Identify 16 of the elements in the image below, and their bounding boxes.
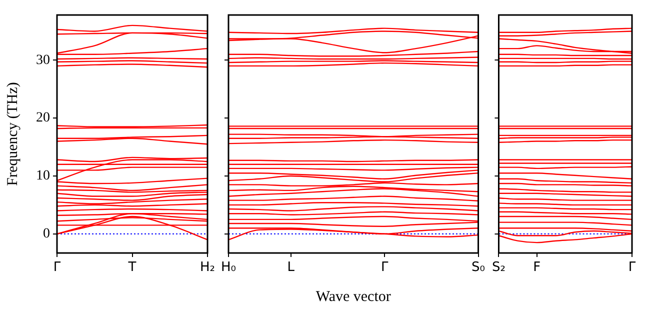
y-axis-title: Frequency (THz) bbox=[4, 82, 21, 186]
x-tick-label: T bbox=[127, 260, 136, 276]
x-tick-label: S₀ bbox=[472, 260, 486, 276]
y-tick-label: 0 bbox=[43, 226, 50, 242]
x-tick-label: Γ bbox=[628, 260, 636, 276]
x-tick-label: H₂ bbox=[200, 260, 216, 276]
x-tick-label: Γ bbox=[380, 260, 389, 276]
y-tick-label: 10 bbox=[36, 168, 50, 184]
x-tick-label: F bbox=[533, 260, 541, 276]
x-tick-label: H₀ bbox=[220, 260, 236, 276]
x-tick-label: Γ bbox=[53, 260, 62, 276]
x-axis-title: Wave vector bbox=[316, 288, 391, 305]
x-tick-label: L bbox=[287, 260, 296, 276]
y-tick-label: 30 bbox=[36, 52, 50, 68]
y-tick-label: 20 bbox=[36, 110, 50, 126]
x-tick-label: S₂ bbox=[492, 260, 506, 276]
